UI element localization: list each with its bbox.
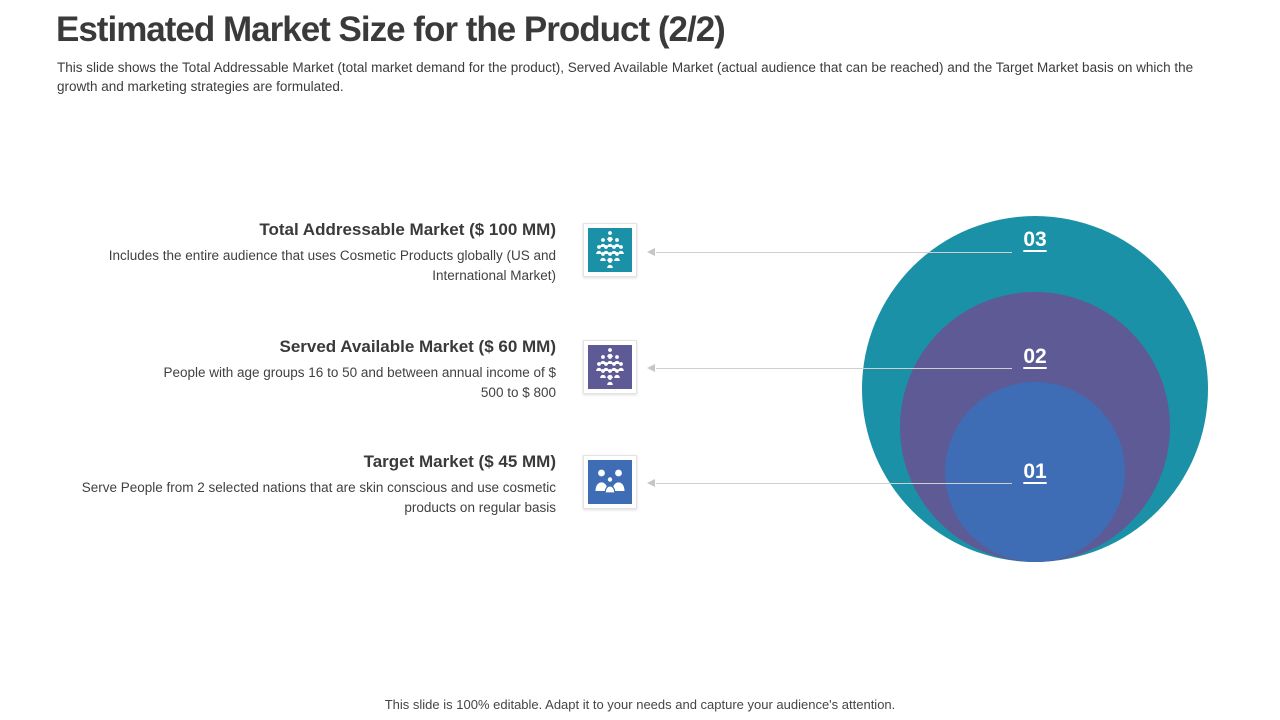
arrow-left-icon bbox=[647, 479, 655, 487]
page-title: Estimated Market Size for the Product (2… bbox=[56, 10, 726, 49]
icon-frame-target bbox=[583, 455, 637, 509]
circle-label-03: 03 bbox=[1023, 228, 1047, 251]
market-description-sam: People with age groups 16 to 50 and betw… bbox=[163, 365, 556, 400]
connector-line-sam bbox=[647, 364, 1012, 372]
market-row-served-available: Served Available Market ($ 60 MM) People… bbox=[46, 337, 637, 402]
market-text-block: Target Market ($ 45 MM) Serve People fro… bbox=[46, 452, 556, 517]
icon-frame-sam bbox=[583, 340, 637, 394]
family-group-icon bbox=[588, 460, 632, 504]
slide-footer-note: This slide is 100% editable. Adapt it to… bbox=[384, 697, 896, 712]
circle-label-02: 02 bbox=[1023, 345, 1047, 368]
icon-frame-tam bbox=[583, 223, 637, 277]
market-description-target: Serve People from 2 selected nations tha… bbox=[81, 480, 556, 515]
market-row-target: Target Market ($ 45 MM) Serve People fro… bbox=[46, 452, 637, 517]
arrow-left-icon bbox=[647, 364, 655, 372]
audience-crowd-icon bbox=[588, 345, 632, 389]
market-heading-target: Target Market ($ 45 MM) bbox=[363, 452, 556, 471]
market-row-total-addressable: Total Addressable Market ($ 100 MM) Incl… bbox=[46, 220, 637, 285]
audience-crowd-icon bbox=[588, 228, 632, 272]
market-text-block: Served Available Market ($ 60 MM) People… bbox=[46, 337, 556, 402]
slide-subtitle: This slide shows the Total Addressable M… bbox=[57, 60, 1194, 94]
market-heading-sam: Served Available Market ($ 60 MM) bbox=[279, 337, 556, 356]
circle-target-market bbox=[945, 382, 1125, 562]
connector-line-tam bbox=[647, 248, 1012, 256]
arrow-left-icon bbox=[647, 248, 655, 256]
market-text-block: Total Addressable Market ($ 100 MM) Incl… bbox=[46, 220, 556, 285]
market-heading-tam: Total Addressable Market ($ 100 MM) bbox=[259, 220, 556, 239]
circle-label-01: 01 bbox=[1023, 460, 1047, 483]
connector-line-target bbox=[647, 479, 1012, 487]
market-description-tam: Includes the entire audience that uses C… bbox=[108, 248, 556, 283]
